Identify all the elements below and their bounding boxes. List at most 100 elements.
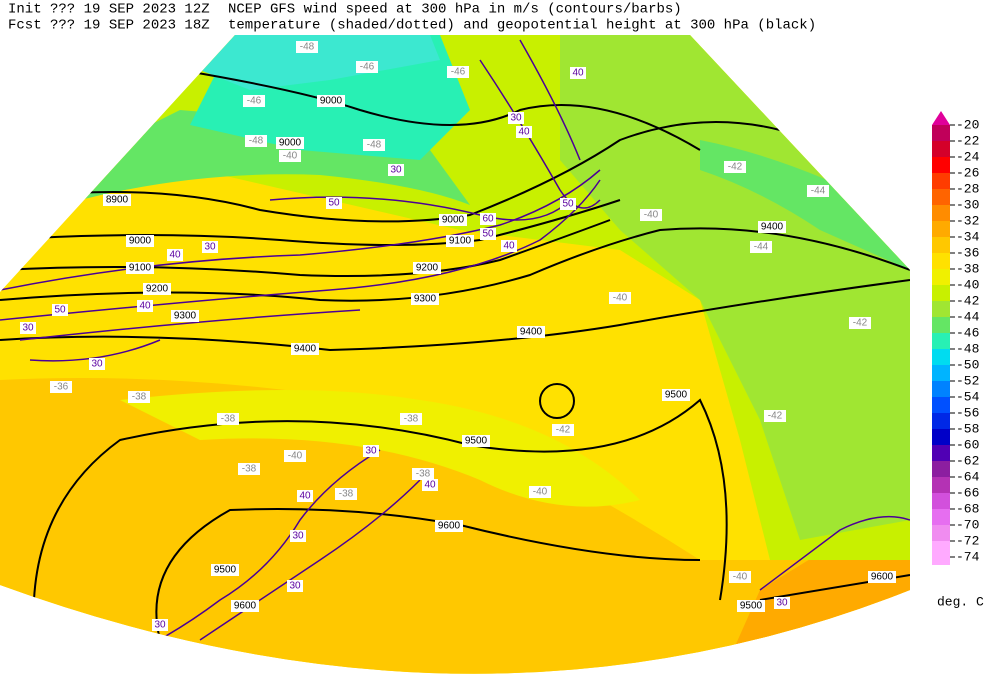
temperature-label: -40 bbox=[283, 151, 298, 162]
colorbar-label: -54 bbox=[956, 389, 980, 404]
colorbar-label: -26 bbox=[956, 165, 979, 180]
colorbar-box bbox=[932, 477, 950, 493]
contour-label-bg bbox=[439, 214, 467, 226]
colorbar-label: -62 bbox=[956, 453, 979, 468]
wind-label: 30 bbox=[204, 242, 216, 253]
temperature-label: -48 bbox=[367, 140, 382, 151]
contour-label-bg bbox=[245, 135, 267, 147]
temperature-label: -38 bbox=[132, 392, 147, 403]
contour-label-bg bbox=[609, 292, 631, 304]
contour-label-bg bbox=[462, 435, 490, 447]
contour-label-bg bbox=[868, 571, 896, 583]
colorbar-label: -50 bbox=[956, 357, 979, 372]
height-label: 9400 bbox=[294, 344, 317, 355]
temperature-label: -42 bbox=[728, 162, 743, 173]
contour-label-bg bbox=[807, 185, 829, 197]
height-label: 9600 bbox=[438, 521, 461, 532]
contour-label-bg bbox=[126, 235, 154, 247]
temperature-label: -40 bbox=[288, 451, 303, 462]
wind-label: 40 bbox=[503, 241, 515, 252]
temperature-label: -42 bbox=[556, 425, 571, 436]
colorbar-box bbox=[932, 269, 950, 285]
wind-label: 30 bbox=[154, 620, 166, 631]
wind-label: 50 bbox=[54, 305, 66, 316]
wind-label: 40 bbox=[424, 480, 436, 491]
height-label: 9200 bbox=[146, 284, 169, 295]
contour-label-bg bbox=[729, 571, 751, 583]
wind-label: 50 bbox=[328, 198, 340, 209]
contour-label-bg bbox=[356, 61, 378, 73]
colorbar-label: -60 bbox=[956, 437, 979, 452]
colorbar-label: -36 bbox=[956, 245, 979, 260]
colorbar-label: -24 bbox=[956, 149, 980, 164]
contour-label-bg bbox=[291, 343, 319, 355]
height-label: 9300 bbox=[174, 311, 197, 322]
map bbox=[0, 35, 910, 674]
height-label: 9000 bbox=[320, 96, 343, 107]
height-label: 9200 bbox=[416, 263, 439, 274]
temperature-label: -42 bbox=[768, 411, 783, 422]
temperature-label: -40 bbox=[644, 210, 659, 221]
colorbar-box bbox=[932, 157, 950, 173]
colorbar-box bbox=[932, 173, 950, 189]
colorbar-label: -40 bbox=[956, 277, 979, 292]
colorbar-box bbox=[932, 381, 950, 397]
colorbar-box bbox=[932, 541, 950, 557]
colorbar-box bbox=[932, 461, 950, 477]
colorbar-label: -44 bbox=[956, 309, 980, 324]
colorbar-box bbox=[932, 237, 950, 253]
contour-label-bg bbox=[363, 139, 385, 151]
temperature-label: -44 bbox=[811, 186, 826, 197]
contour-label-bg bbox=[517, 326, 545, 338]
contour-label-bg bbox=[662, 389, 690, 401]
height-label: 9500 bbox=[465, 436, 488, 447]
colorbar-box bbox=[932, 493, 950, 509]
contour-label-bg bbox=[758, 221, 786, 233]
contour-label-bg bbox=[103, 194, 131, 206]
contour-label-bg bbox=[284, 450, 306, 462]
colorbar-label: -72 bbox=[956, 533, 979, 548]
forecast-time: Fcst ??? 19 SEP 2023 18Z bbox=[8, 18, 210, 34]
contour-label-bg bbox=[560, 198, 576, 210]
wind-label: 60 bbox=[482, 214, 494, 225]
wind-label: 30 bbox=[292, 531, 304, 542]
contour-label-bg bbox=[50, 381, 72, 393]
wind-label: 40 bbox=[139, 301, 151, 312]
colorbar-box bbox=[932, 221, 950, 237]
contour-label-bg bbox=[435, 520, 463, 532]
contour-label-bg bbox=[211, 564, 239, 576]
colorbar-box bbox=[932, 333, 950, 349]
contour-label-bg bbox=[413, 262, 441, 274]
contour-label-bg bbox=[849, 317, 871, 329]
colorbar-box bbox=[932, 445, 950, 461]
temperature-label: -36 bbox=[54, 382, 69, 393]
contour-label-bg bbox=[152, 619, 168, 631]
height-label: 9100 bbox=[129, 263, 152, 274]
colorbar-label: -42 bbox=[956, 293, 979, 308]
wind-label: 30 bbox=[776, 598, 788, 609]
contour-label-bg bbox=[400, 413, 422, 425]
height-label: 9400 bbox=[761, 222, 784, 233]
wind-label: 50 bbox=[482, 229, 494, 240]
height-label: 9000 bbox=[129, 236, 152, 247]
colorbar-label: -28 bbox=[956, 181, 979, 196]
contour-label-bg bbox=[143, 283, 171, 295]
colorbar-label: -22 bbox=[956, 133, 979, 148]
wind-label: 30 bbox=[22, 323, 34, 334]
colorbar-box bbox=[932, 189, 950, 205]
colorbar-label: -56 bbox=[956, 405, 979, 420]
contour-label-bg bbox=[335, 488, 357, 500]
contour-label-bg bbox=[446, 235, 474, 247]
temperature-label: -48 bbox=[300, 42, 315, 53]
contour-label-bg bbox=[276, 137, 304, 149]
contour-label-bg bbox=[570, 67, 586, 79]
temperature-label: -38 bbox=[221, 414, 236, 425]
temperature-label: -38 bbox=[339, 489, 354, 500]
colorbar-box bbox=[932, 317, 950, 333]
contour-label-bg bbox=[287, 580, 303, 592]
contour-label-bg bbox=[202, 241, 218, 253]
contour-label-bg bbox=[296, 41, 318, 53]
contour-label-bg bbox=[126, 262, 154, 274]
contour-label-bg bbox=[20, 322, 36, 334]
